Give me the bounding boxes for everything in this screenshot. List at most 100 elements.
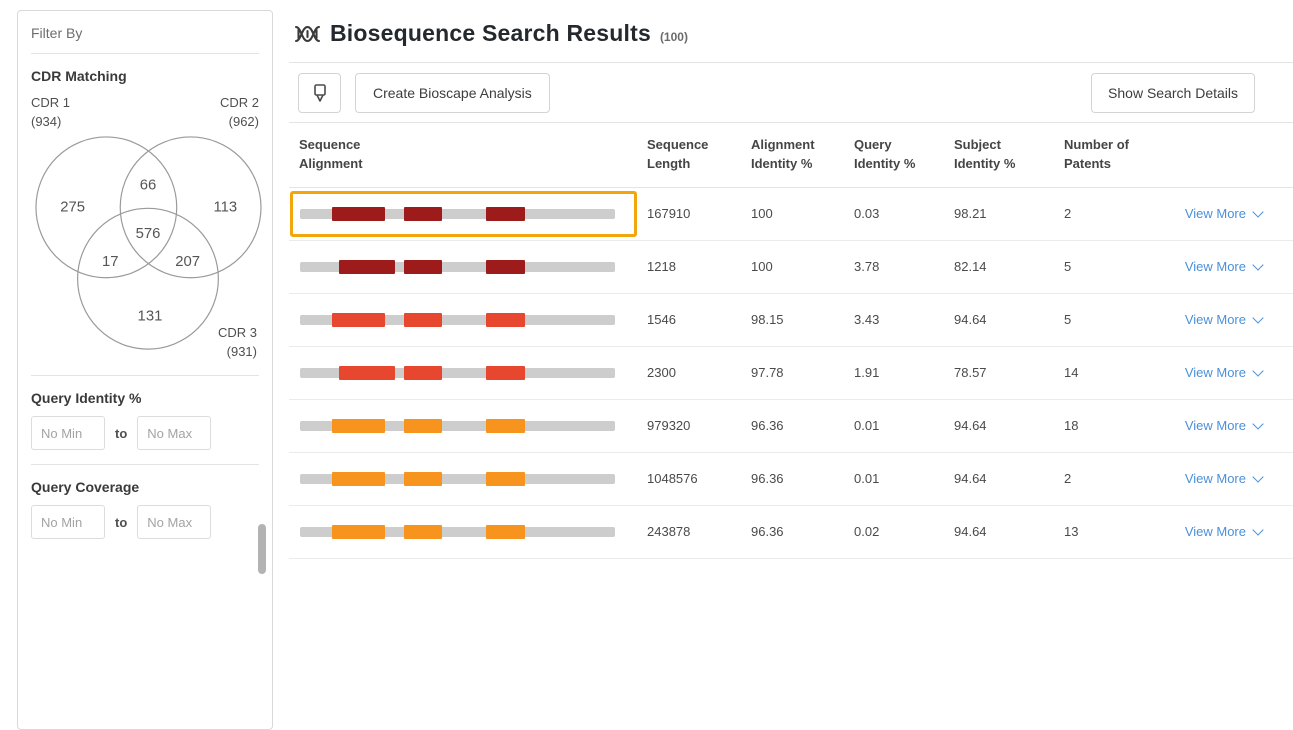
query-identity-heading: Query Identity % [31,390,142,407]
venn-cdr1-cdr3-count[interactable]: 17 [102,254,119,270]
query-coverage-heading: Query Coverage [31,479,140,496]
query-coverage-max-input[interactable] [137,505,212,540]
col-sequence-length: Sequence Length [647,137,709,171]
subject-identity-value: 94.64 [954,312,987,328]
number-of-patents-value: 2 [1064,471,1072,487]
cdr-matching-heading: CDR Matching [31,68,127,84]
view-more-link[interactable]: View More [1185,418,1264,433]
alignment-selection-box[interactable] [290,350,637,396]
view-more-link[interactable]: View More [1185,365,1264,380]
filter-by-title: Filter By [31,25,259,54]
venn-only-cdr3-count[interactable]: 131 [138,308,163,324]
view-more-label: View More [1184,259,1246,275]
show-search-details-button[interactable]: Show Search Details [1091,72,1255,113]
view-more-link[interactable]: View More [1184,206,1264,222]
table-body: 167910 100 0.03 98.21 2 View More 1218 1… [289,188,1293,559]
chevron-down-icon [1252,471,1264,483]
alignment-identity-value: 96.36 [751,418,784,434]
cdr1-circle[interactable] [35,136,178,279]
alignment-match-segment [403,365,442,380]
alignment-selection-box[interactable] [290,297,637,343]
number-of-patents-value: 14 [1064,365,1079,381]
subject-identity-value: 98.21 [954,206,987,222]
alignment-match-segment [331,471,386,486]
view-more-link[interactable]: View More [1185,312,1264,327]
create-bioscape-analysis-button[interactable]: Create Bioscape Analysis [355,72,550,113]
alignment-selection-box[interactable] [290,509,637,555]
view-more-link[interactable]: View More [1185,471,1264,486]
alignment-bar[interactable] [300,524,615,539]
alignment-bar[interactable] [300,312,615,327]
alignment-match-segment [331,312,386,327]
pin-button[interactable] [298,72,341,113]
query-identity-range: to [31,416,259,451]
dna-icon [294,25,321,42]
alignment-match-segment [403,418,442,433]
table-row: 979320 96.36 0.01 94.64 18 View More [289,400,1293,453]
sequence-length-value: 167910 [647,206,691,222]
alignment-match-segment [331,524,386,539]
page-title: Biosequence Search Results [330,20,651,46]
cdr-venn-diagram[interactable]: 66 275 113 576 17 207 131 [26,132,266,360]
cdr3-circle[interactable] [77,207,219,350]
venn-only-cdr1-count[interactable]: 275 [60,199,85,215]
sidebar-scrollbar-thumb[interactable] [258,524,266,574]
alignment-bar[interactable] [300,206,615,221]
col-sequence-alignment: Sequence Alignment [299,137,363,171]
alignment-bar[interactable] [300,471,615,486]
query-identity-value: 0.01 [854,471,880,487]
sidebar-divider [31,375,259,377]
col-actions [1168,136,1262,174]
alignment-identity-value: 96.36 [751,471,784,487]
alignment-selection-box[interactable] [290,244,637,290]
sequence-alignment-cell [289,244,639,290]
chevron-down-icon [1252,259,1264,271]
table-header: Sequence Alignment Sequence Length Alignme… [289,123,1293,188]
result-count: (100) [659,29,688,44]
sequence-alignment-cell [289,403,639,449]
alignment-selection-box[interactable] [290,190,637,237]
filter-sidebar: Filter By CDR Matching CDR 1 (934) CDR 2… [17,10,273,730]
cdr2-circle[interactable] [119,136,262,279]
query-coverage-range: to [31,505,259,540]
alignment-identity-value: 100 [751,206,773,222]
query-identity-value: 1.91 [854,365,880,381]
view-more-link[interactable]: View More [1185,524,1264,539]
view-more-label: View More [1184,206,1246,222]
alignment-match-segment [485,259,526,274]
alignment-selection-box[interactable] [290,403,637,449]
alignment-match-segment [485,524,526,539]
alignment-selection-box[interactable] [290,456,637,502]
sequence-length-value: 2300 [647,365,676,381]
venn-cdr1-cdr2-count[interactable]: 66 [140,177,157,193]
cdr2-label: CDR 2 (962) [219,95,259,129]
venn-all-three-count[interactable]: 576 [136,226,161,242]
sequence-alignment-cell [289,190,639,237]
chevron-down-icon [1252,365,1264,377]
alignment-bar[interactable] [300,259,615,274]
view-more-link[interactable]: View More [1184,259,1264,275]
query-identity-max-input[interactable] [137,416,212,451]
col-number-of-patents: Number of Patents [1064,137,1129,171]
sequence-alignment-cell [289,297,639,343]
subject-identity-value: 82.14 [954,259,987,275]
venn-only-cdr2-count[interactable]: 113 [213,199,237,215]
subject-identity-value: 94.64 [954,418,987,434]
col-query-identity: Query Identity % [854,137,916,171]
sequence-length-value: 243878 [647,524,691,540]
venn-cdr2-cdr3-count[interactable]: 207 [175,254,200,270]
subject-identity-value: 94.64 [954,471,987,487]
sequence-length-value: 979320 [647,418,691,434]
alignment-match-segment [485,312,526,327]
number-of-patents-value: 5 [1064,259,1072,275]
cdr-set-labels: CDR 1 (934) CDR 2 (962) [31,94,259,132]
number-of-patents-value: 5 [1064,312,1072,328]
alignment-bar[interactable] [300,418,615,433]
results-toolbar: Create Bioscape Analysis Show Search Det… [289,63,1293,123]
chevron-down-icon [1252,206,1264,218]
chevron-down-icon [1252,418,1264,430]
alignment-match-segment [485,365,526,380]
query-identity-min-input[interactable] [31,416,105,451]
alignment-bar[interactable] [300,365,615,380]
query-coverage-min-input[interactable] [31,505,105,540]
